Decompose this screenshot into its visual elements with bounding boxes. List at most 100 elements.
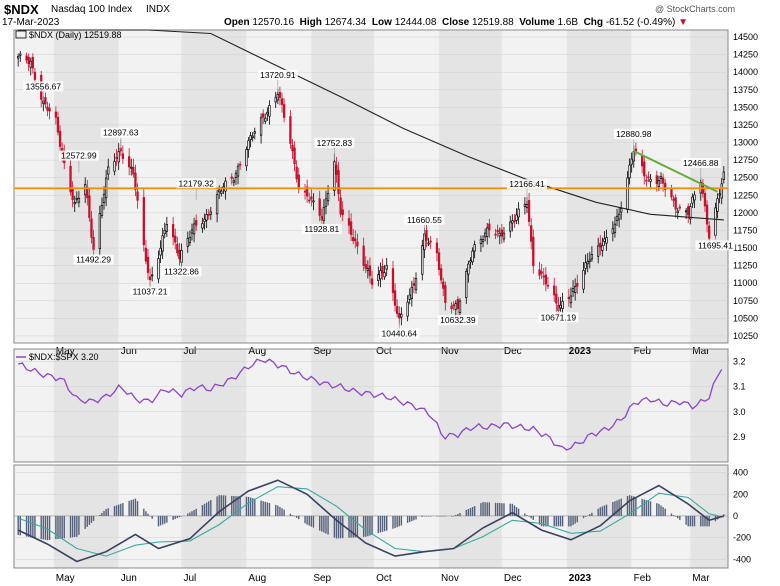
candle-body xyxy=(452,304,455,307)
candle-body xyxy=(486,227,489,237)
candle-body xyxy=(538,269,541,276)
macd-histogram-bar xyxy=(55,515,57,540)
candle-body xyxy=(280,98,284,105)
chg-value: -61.52 (-0.49%) xyxy=(605,17,676,28)
price-annotation: 11928.81 xyxy=(304,224,339,234)
macd-histogram-bar xyxy=(557,515,560,527)
macd-histogram-bar xyxy=(268,503,271,516)
candle-body xyxy=(192,223,196,235)
candle-body xyxy=(546,284,550,287)
annotation-bg xyxy=(404,214,445,225)
macd-histogram-bar xyxy=(304,515,306,524)
macd-histogram-bar xyxy=(312,515,315,528)
candle-body xyxy=(456,299,460,310)
month-label: 2023 xyxy=(569,346,592,357)
macd-histogram-bar xyxy=(239,496,241,516)
candle-body xyxy=(77,197,81,203)
macd-histogram-bar xyxy=(645,500,648,516)
macd-histogram-bar xyxy=(222,495,225,516)
candle-body xyxy=(603,238,606,242)
macd-histogram-bar xyxy=(471,507,474,516)
macd-histogram-bar xyxy=(339,515,342,539)
candle-body xyxy=(540,271,543,274)
candle-body xyxy=(523,203,527,207)
candle-body xyxy=(326,192,330,202)
candle-body xyxy=(674,197,677,210)
candle-body xyxy=(366,268,370,271)
candle-body xyxy=(689,206,692,220)
annotation-bg xyxy=(437,315,478,326)
macd-histogram-bar xyxy=(704,515,706,527)
month-band xyxy=(118,465,182,568)
price-annotation: 12897.63 xyxy=(103,128,139,138)
macd-histogram-bar xyxy=(494,502,497,516)
candle-body xyxy=(586,261,589,265)
candle-body xyxy=(113,161,116,172)
macd-histogram-bar xyxy=(69,515,72,538)
month-band xyxy=(631,30,691,343)
annotation-bg xyxy=(161,266,202,277)
candle-body xyxy=(195,220,198,226)
macd-histogram-bar xyxy=(484,502,486,516)
macd-histogram-bar xyxy=(547,515,549,527)
ratio-tick-label: 3.2 xyxy=(733,357,746,367)
candle-body xyxy=(205,214,208,221)
candle-body xyxy=(412,282,416,286)
candle-body xyxy=(92,237,95,251)
annotation-bg xyxy=(100,127,141,138)
candle-body xyxy=(450,305,453,310)
candle-body xyxy=(655,175,658,185)
candle-body xyxy=(370,278,374,285)
candle-body xyxy=(509,221,512,232)
panel-frame-1 xyxy=(13,29,729,344)
candle-body xyxy=(291,145,294,152)
candle-body xyxy=(335,164,338,175)
macd-histogram-bar xyxy=(174,515,176,519)
macd-histogram-bar xyxy=(281,508,283,516)
candle-body xyxy=(458,300,462,313)
candle-body xyxy=(396,306,399,314)
macd-histogram-bar xyxy=(453,515,455,517)
annotation-bg xyxy=(379,328,420,339)
price-annotation: 11492.29 xyxy=(76,255,111,265)
candle-body xyxy=(54,111,58,118)
macd-histogram-bar xyxy=(321,515,323,532)
macd-histogram-bar xyxy=(488,502,491,516)
candle-body xyxy=(289,116,292,144)
candle-body xyxy=(559,304,562,309)
candle-body xyxy=(465,270,468,298)
candle-body xyxy=(678,206,681,209)
month-band xyxy=(374,465,440,568)
macd-histogram-bar xyxy=(71,515,74,538)
candle-body xyxy=(649,178,652,182)
candle-body xyxy=(659,176,663,179)
candle-body xyxy=(121,153,125,159)
candle-body xyxy=(454,303,457,310)
annotation-bg xyxy=(506,179,547,190)
price-tick-label: 13000 xyxy=(733,138,758,148)
macd-histogram-bar xyxy=(528,515,530,517)
macd-histogram-bar xyxy=(511,503,514,516)
symbol-label[interactable]: $NDX xyxy=(4,2,39,17)
macd-histogram-bar xyxy=(30,515,32,538)
macd-histogram-bar xyxy=(17,515,19,536)
candle-body xyxy=(632,151,635,162)
ohlc-quote: Open 12570.16 High 12674.34 Low 12444.08… xyxy=(224,17,688,28)
candle-body xyxy=(515,214,518,221)
macd-histogram-bar xyxy=(647,500,650,516)
candle-body xyxy=(599,242,602,248)
candle-body xyxy=(245,149,248,167)
macd-histogram-bar xyxy=(291,515,294,516)
macd-histogram-bar xyxy=(306,515,308,525)
candle-body xyxy=(190,229,194,234)
macd-histogram-bar xyxy=(159,515,162,526)
candle-body xyxy=(220,190,223,194)
candle-body xyxy=(391,268,395,294)
month-band xyxy=(439,349,502,462)
macd-histogram-bar xyxy=(310,515,313,527)
price-tick-label: 12250 xyxy=(733,190,758,200)
low-value: 12444.08 xyxy=(394,17,437,28)
month-band xyxy=(566,465,632,568)
candle-body xyxy=(142,197,145,246)
candle-body xyxy=(672,198,675,201)
